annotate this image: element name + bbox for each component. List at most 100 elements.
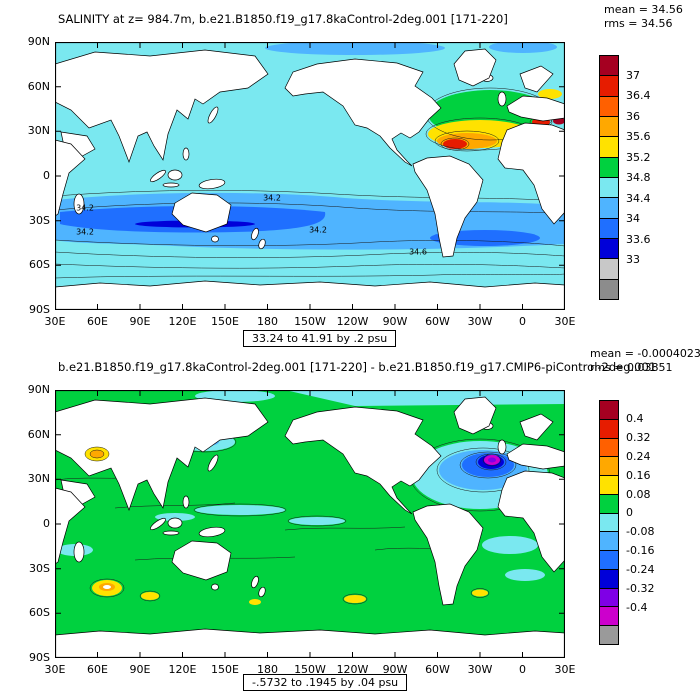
- colorbar-cell: [599, 456, 619, 477]
- x-tick-label: 30W: [467, 315, 493, 328]
- colorbar-tick-label: 35.2: [626, 150, 651, 164]
- colorbar-cell: [599, 550, 619, 570]
- y-tick-label: 90S: [29, 302, 50, 316]
- x-tick-label: 60E: [87, 663, 108, 676]
- x-tick-label: 30E: [44, 663, 66, 676]
- colorbar-tick-label: 0.4: [626, 412, 644, 425]
- y-tick-label: 30N: [27, 124, 50, 138]
- salinity-map-svg: [55, 42, 565, 310]
- colorbar-cell: [599, 400, 619, 420]
- colorbar-tick-label: 37: [626, 69, 640, 82]
- colorbar-tick-label: 34.8: [626, 171, 651, 185]
- colorbar-cell: [599, 136, 619, 158]
- colorbar-cell: [599, 475, 619, 495]
- colorbar-tick-label: -0.4: [626, 600, 648, 614]
- x-tick-label: 180: [257, 315, 278, 328]
- rms-value-top: rms = 34.56: [604, 17, 673, 30]
- colorbar-cell: [599, 493, 619, 514]
- colorbar-tick-label: 33.6: [626, 232, 651, 246]
- colorbar-tick-label: 0.08: [626, 487, 651, 501]
- colorbar-cell: [599, 531, 619, 552]
- x-tick-label: 150W: [294, 315, 326, 328]
- stats-block-bottom: mean = -0.0004023 rms = 0.03851: [590, 347, 700, 375]
- colorbar-cell: [599, 512, 619, 533]
- colorbar-cell: [599, 95, 619, 117]
- x-tick-label: 30E: [554, 315, 576, 328]
- difference-map-svg: [55, 390, 565, 658]
- y-tick-label: 60S: [29, 606, 50, 620]
- y-tick-label: 30S: [29, 213, 50, 227]
- x-tick-label: 0: [519, 315, 526, 328]
- y-tick-label: 90S: [29, 650, 50, 664]
- colorbar-cell: [599, 625, 619, 645]
- colorbar-cell: [599, 418, 619, 439]
- x-tick-label: 60W: [425, 315, 450, 328]
- plot-title-bottom: b.e21.B1850.f19_g17.8kaControl-2deg.001 …: [58, 360, 657, 374]
- colorbar-tick-label: -0.16: [626, 544, 655, 558]
- colorbar-cell: [599, 278, 619, 300]
- colorbar-cell: [599, 587, 619, 608]
- colorbar-tick-label: -0.24: [626, 563, 655, 577]
- colorbar-tick-label: 34.4: [626, 191, 651, 205]
- colorbar-tick-label: 0.16: [626, 468, 651, 482]
- colorbar-cell: [599, 237, 619, 260]
- x-tick-label: 0: [519, 663, 526, 676]
- x-tick-label: 90W: [382, 315, 408, 328]
- x-axis-labels-top: 30E 60E 90E 120E 150E 180 150W 120W 90W 60W 30W 0 30…: [38, 315, 582, 328]
- colorbar-cell: [599, 197, 619, 219]
- x-tick-label: 30W: [467, 663, 493, 676]
- colorbar-tick-label: 35.6: [626, 130, 651, 144]
- colorbar-tick-label: -0.32: [626, 582, 655, 596]
- colorbar-cell: [599, 437, 619, 458]
- y-axis-labels-bottom: 90N 60N 30N 0 30S 60S 90S: [12, 383, 50, 665]
- x-tick-label: 150W: [294, 663, 326, 676]
- colorbar-tick-label: 34: [626, 212, 640, 226]
- colorbar-bottom: [599, 400, 619, 645]
- y-tick-label: 30S: [29, 561, 50, 575]
- plot-frame-bottom: [55, 390, 565, 658]
- colorbar-labels-top: 37 36.4 36 35.6 35.2 34.8 34.4 34 33.6 33: [626, 69, 670, 266]
- y-tick-label: 60S: [29, 258, 50, 272]
- x-tick-label: 150E: [211, 315, 239, 328]
- colorbar-cell: [599, 258, 619, 280]
- y-tick-label: 30N: [27, 472, 50, 486]
- colorbar-tick-label: 36.4: [626, 89, 651, 103]
- y-tick-label: 60N: [27, 427, 50, 441]
- x-tick-label: 180: [257, 663, 278, 676]
- colorbar-tick-label: 0: [626, 506, 633, 520]
- contour-range-box-top: 33.24 to 41.91 by .2 psu: [243, 330, 397, 347]
- colorbar-tick-label: 36: [626, 109, 640, 123]
- x-tick-label: 30E: [44, 315, 66, 328]
- colorbar-top: [599, 55, 619, 300]
- colorbar-cell: [599, 75, 619, 97]
- plot-title-top: SALINITY at z= 984.7m, b.e21.B1850.f19_g…: [58, 12, 508, 26]
- colorbar-tick-label: 0.32: [626, 430, 651, 444]
- x-tick-label: 120W: [336, 663, 369, 676]
- colorbar-tick-label: -0.08: [626, 525, 655, 539]
- world-map-top: [55, 42, 565, 310]
- y-tick-label: 0: [43, 516, 50, 530]
- y-tick-label: 90N: [27, 383, 50, 396]
- x-tick-label: 60E: [87, 315, 108, 328]
- stats-block-top: mean = 34.56 rms = 34.56: [604, 3, 683, 31]
- y-tick-label: 0: [43, 168, 50, 182]
- contour-lines-top: [55, 87, 565, 279]
- x-tick-label: 90E: [129, 663, 151, 676]
- colorbar-tick-label: 0.24: [626, 449, 651, 463]
- colorbar-cell: [599, 568, 619, 589]
- y-axis-labels-top: 90N 60N 30N 0 30S 60S 90S: [12, 35, 50, 317]
- colorbar-cell: [599, 217, 619, 239]
- colorbar-cell: [599, 156, 619, 178]
- colorbar-cell: [599, 606, 619, 627]
- mean-value-bottom: mean = -0.0004023: [590, 347, 700, 360]
- colorbar-cell: [599, 115, 619, 138]
- x-tick-label: 120W: [336, 315, 369, 328]
- x-tick-label: 30E: [554, 663, 576, 676]
- x-tick-label: 150E: [211, 663, 239, 676]
- colorbar-cell: [599, 55, 619, 77]
- x-tick-label: 120E: [168, 663, 197, 676]
- x-tick-label: 120E: [168, 315, 197, 328]
- x-axis-labels-bottom: 30E 60E 90E 120E 150E 180 150W 120W 90W 60W 30W 0 30…: [38, 663, 582, 676]
- plot-frame-top: [55, 42, 565, 310]
